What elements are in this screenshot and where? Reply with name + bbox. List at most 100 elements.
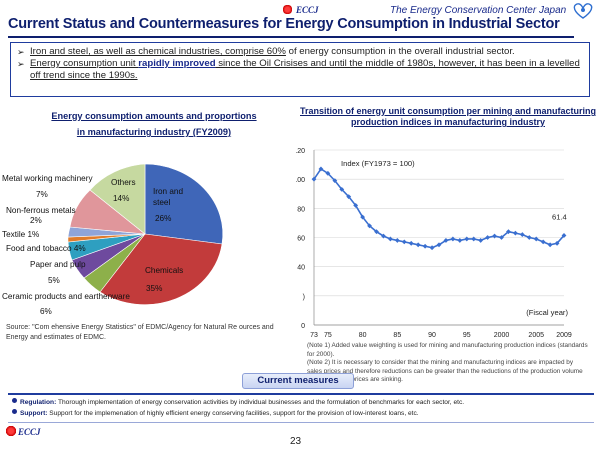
support-text: Support for the implemenation of highly … [47,410,419,417]
regulation-label: Regulation: [20,399,57,406]
data-point [422,243,428,249]
pie-chart-title: Energy consumption amounts and proportio… [38,110,270,138]
line-chart-title-text: Transition of energy unit consumption pe… [300,106,597,127]
label-metal-working-pct: 7% [36,190,48,199]
support-label: Support: [20,410,48,417]
measure-regulation: Regulation: Thorough implementation of e… [12,397,590,408]
pie-source-note: Source: "Com ehensive Energy Statistics"… [6,324,274,341]
bullet-dot-icon [12,398,17,403]
current-measures-box: Regulation: Thorough implementation of e… [8,393,594,423]
data-point [485,235,491,240]
label-nonferrous: Non-ferrous metals [6,206,76,215]
data-point [429,245,435,251]
organization-name: The Energy Conservation Center Japan [390,5,567,16]
pie-title-line-2: in manufacturing industry (FY2009) [76,127,232,137]
data-point [381,233,386,239]
slice-chemicals [99,233,223,305]
footer-logo-icon [5,425,17,437]
x-tick-label: 95 [463,332,471,339]
slice-others [89,163,146,235]
page-title: Current Status and Countermeasures for E… [8,16,560,32]
x-tick-label: 80 [359,332,367,339]
data-point [492,233,497,239]
pie-chart: Metal working machinery 7% Others 14% Ir… [0,150,300,325]
header-logo-text: ECCJ [296,5,319,15]
title-divider [8,36,574,38]
footer-logo-text: ECCJ [18,427,41,437]
label-food-tobacco: Food and tobacco 4% [6,244,86,253]
line-chart-svg: 0) 40 60 80 100 120 73 75 80 85 90 95 2000 2005 2009 In… [293,148,572,339]
y-tick-label: 120 [296,148,305,155]
label-nonferrous-pct: 2% [30,216,42,225]
data-point [401,239,407,245]
label-ceramic: Ceramic products and earthenware [2,292,130,301]
label-chemicals-pct: 35% [146,284,163,293]
note-1: (Note 1) Added value weighting is used f… [307,342,588,358]
label-iron-steel-pct: 26% [155,214,172,223]
label-iron-steel-2: steel [153,198,171,207]
bullet-2-text-2: since the Oil Crisises and until the mid… [215,58,548,69]
data-point [506,229,511,235]
y-tick-label: 60 [297,236,305,243]
data-point [415,242,421,248]
pie-chart-svg [67,163,224,305]
label-ceramic-pct: 6% [40,307,52,316]
data-point [408,240,414,246]
y-tick-label: 80 [297,206,305,213]
summary-bullet-2: ➢ Energy consumption unit rapidly improv… [17,58,583,82]
end-value-label: 61.4 [552,212,567,221]
note-2: (Note 2) It is necessary to consider tha… [307,359,583,384]
summary-bullet-1: ➢ Iron and steel, as well as chemical in… [17,46,583,58]
bullet-dot-icon [12,409,17,414]
x-tick-label: 85 [393,332,401,339]
label-iron-steel: Iron and [153,187,184,196]
data-point [547,242,553,248]
chart-notes: (Note 1) Added value weighting is used f… [307,342,589,385]
current-measures-title: Current measures [242,373,354,389]
bullet-2-highlight: rapidly improved [138,58,216,69]
data-point [443,238,449,243]
y-tick-label: 0 [301,323,305,330]
label-textile: Textile 1% [2,230,40,239]
data-point [318,166,324,172]
data-point [457,238,463,243]
bullet-2-text-3: levelled off trend since the 1990s. [30,58,580,81]
label-others-pct: 14% [113,194,130,203]
summary-box: ➢ Iron and steel, as well as chemical in… [10,42,590,97]
label-others: Others [111,178,136,187]
data-point [526,235,532,240]
line-chart: 0) 40 60 80 100 120 73 75 80 85 90 95 2000 2005 2009 In… [293,140,596,345]
eccj-logo-icon [282,4,293,15]
page-number: 23 [290,436,302,447]
x-tick-label: 2000 [494,332,510,339]
x-tick-label: 2009 [556,332,572,339]
regulation-text: Thorough implementation of energy conser… [56,399,465,406]
x-tick-label: 90 [428,332,436,339]
slice-iron-steel [144,163,224,245]
bullet-1-underlined: Iron and steel, as well as chemical indu… [30,46,286,57]
data-point [394,238,400,243]
x-axis-label: (Fiscal year) [526,308,568,317]
y-tick-label: 40 [297,265,305,272]
measure-support: Support: Support for the implemenation o… [12,408,590,419]
data-point [367,223,372,229]
x-tick-label: 73 [310,332,318,339]
corner-decoration-icon [573,3,593,19]
data-point [478,238,484,243]
data-point [540,239,546,245]
label-metal-working: Metal working machinery [2,174,93,183]
label-paper-pulp-pct: 5% [48,276,60,285]
data-point [519,232,525,237]
x-tick-label: 2005 [528,332,544,339]
x-tick-label: 75 [324,332,332,339]
index-annotation: Index (FY1973 = 100) [341,159,415,168]
y-tick-label: ) [303,294,305,301]
bullet-2-text-1: Energy consumption unit [30,58,139,69]
label-chemicals: Chemicals [145,266,184,275]
arrow-bullet-icon: ➢ [17,47,25,57]
pie-title-line-1: Energy consumption amounts and proportio… [51,111,257,121]
line-chart-title: Transition of energy unit consumption pe… [300,106,596,128]
bullet-1-text: of energy consumption in the overall ind… [285,46,515,57]
arrow-bullet-icon: ➢ [17,59,25,69]
